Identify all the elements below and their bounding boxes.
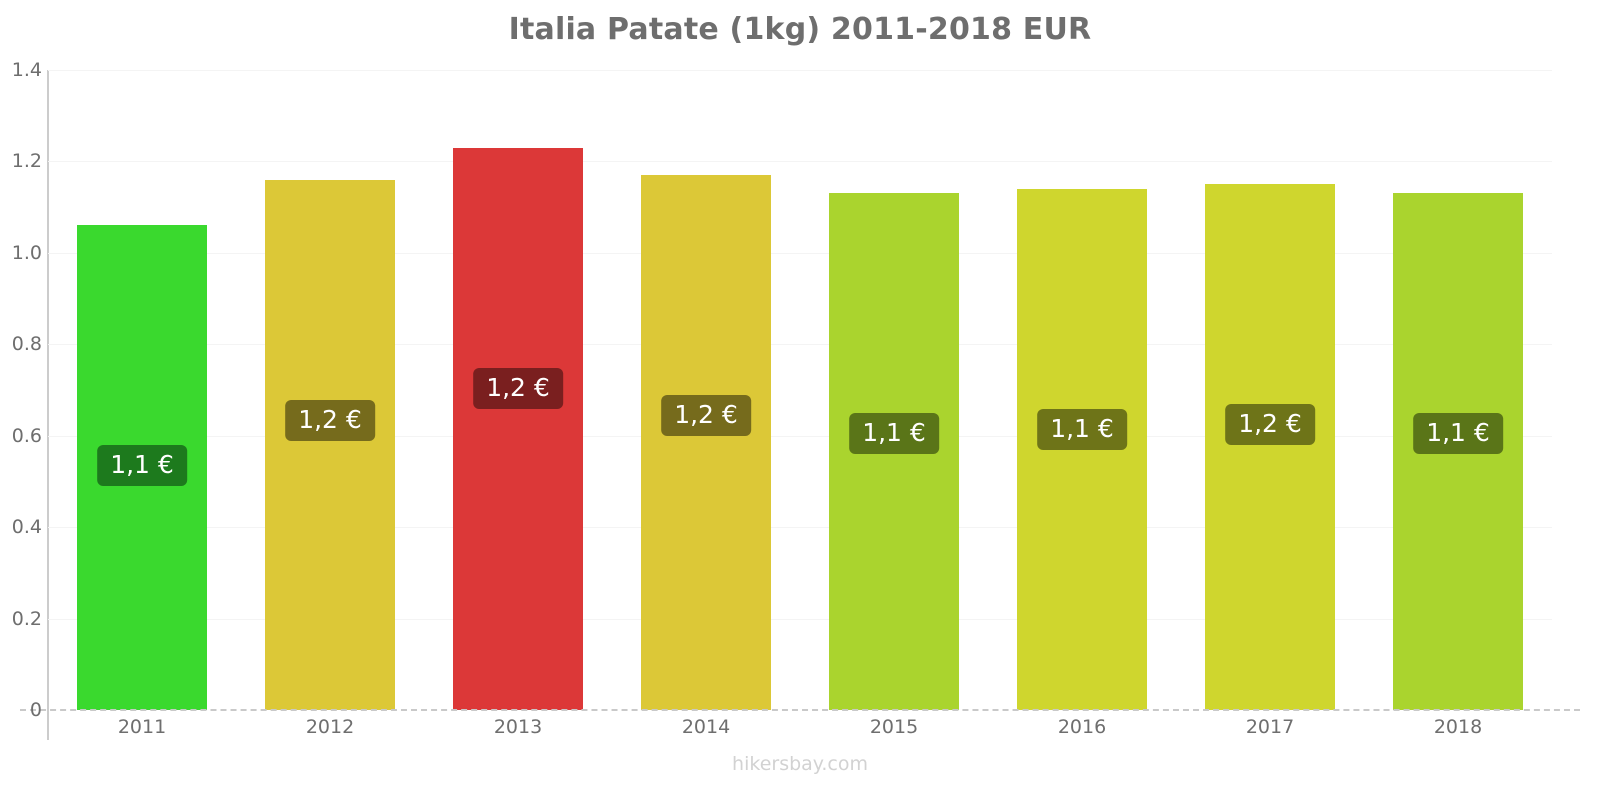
gridline [48,435,1552,437]
bar[interactable]: 1,2 € [1205,184,1335,710]
gridline [48,618,1552,620]
gridline [48,344,1552,346]
y-axis-tick-label: 1.2 [11,150,42,173]
y-axis-tick-label: 0.6 [11,424,42,447]
gridline [48,161,1552,163]
y-axis-tick-label: 0.8 [11,333,42,356]
x-axis-tick-label: 2017 [1245,716,1295,738]
chart-title: Italia Patate (1kg) 2011-2018 EUR [508,12,1092,47]
bar-value-label: 1,2 € [473,367,563,409]
x-axis-tick-label: 2018 [1433,716,1483,738]
bar[interactable]: 1,2 € [265,179,395,710]
y-axis-tick-label: 0.2 [11,607,42,630]
y-axis-tick-label: 1.4 [11,59,42,81]
bar[interactable]: 1,2 € [453,147,583,710]
gridline [48,252,1552,254]
bar-value-label: 1,2 € [1225,404,1315,446]
x-axis-tick-label: 2012 [305,716,355,738]
bar[interactable]: 1,2 € [641,175,771,710]
x-axis-tick-label: 2014 [681,716,731,738]
gridline [48,527,1552,529]
bar-value-label: 1,1 € [1037,408,1127,450]
footer-credit: hikersbay.com [732,753,868,775]
x-axis-tick-label: 2011 [117,716,167,738]
bar[interactable]: 1,1 € [829,193,959,710]
bar[interactable]: 1,1 € [1393,193,1523,710]
bar-value-label: 1,1 € [1413,413,1503,455]
y-axis-line [47,70,49,740]
x-axis-baseline [20,709,1580,711]
bar[interactable]: 1,1 € [77,225,207,710]
y-axis-tick-label: 0 [29,699,42,721]
plot-area: 1,1 € 1,2 € 1,2 € 1,2 € 1,1 € 1,1 € 1,2 € 1,1 € [48,70,1552,710]
bar-value-label: 1,2 € [285,399,375,441]
bar-value-label: 1,1 € [97,445,187,487]
bar-value-label: 1,1 € [849,413,939,455]
gridline [48,70,1552,71]
x-axis-tick-label: 2016 [1057,716,1107,738]
y-axis-tick-label: 1.0 [11,241,42,264]
x-axis-tick-label: 2013 [493,716,543,738]
x-axis-tick-label: 2015 [869,716,919,738]
y-axis-tick-label: 0.4 [11,516,42,539]
bar[interactable]: 1,1 € [1017,188,1147,710]
bar-value-label: 1,2 € [661,395,751,437]
